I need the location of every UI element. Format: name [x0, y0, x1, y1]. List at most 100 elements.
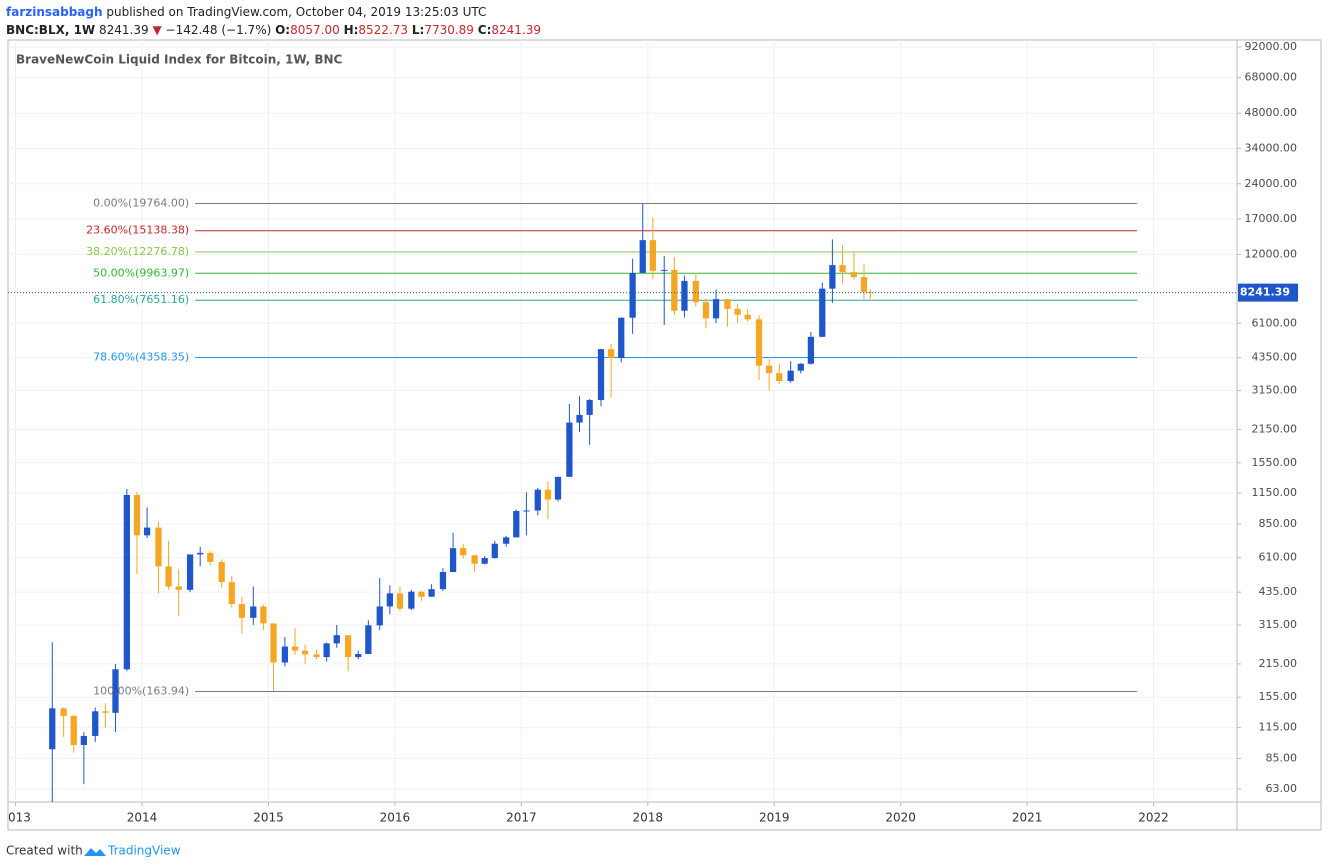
h-value: 8522.73	[358, 23, 408, 37]
candle-body	[186, 554, 194, 590]
candle-body	[544, 489, 552, 500]
candle-body	[396, 593, 404, 609]
created-with: Created with	[6, 844, 83, 858]
y-tick-label: 24000.00	[1245, 177, 1298, 190]
candle-body	[218, 561, 225, 583]
candle-body	[776, 373, 783, 381]
candle-body	[365, 625, 372, 654]
candle-body	[702, 302, 710, 319]
candle-body	[197, 552, 204, 555]
candle-body	[165, 566, 172, 587]
o-value: 8057.00	[290, 23, 340, 37]
fib-label: 61.80%(7651.16)	[93, 293, 189, 306]
fib-label: 100.00%(163.94)	[93, 685, 189, 698]
candle-body	[671, 269, 678, 311]
y-tick-label: 115.00	[1259, 721, 1298, 734]
candle-body	[281, 646, 289, 663]
candle-body	[60, 708, 67, 716]
change: −142.48 (−1.7%)	[166, 23, 272, 37]
y-tick-label: 1550.00	[1252, 456, 1298, 469]
y-tick-label: 63.00	[1266, 782, 1298, 795]
brand[interactable]: TradingView	[107, 844, 181, 858]
candle-body	[576, 414, 583, 423]
c-label: C:	[478, 23, 492, 37]
candle-body	[744, 314, 751, 320]
y-tick-label: 610.00	[1259, 551, 1298, 564]
candle-body	[819, 288, 826, 337]
candle-body	[291, 646, 299, 651]
y-tick-label: 155.00	[1259, 690, 1298, 703]
candle-body	[787, 370, 794, 381]
candle-body	[355, 653, 362, 658]
candle-body	[867, 291, 874, 293]
published: published on TradingView.com, October 04…	[106, 5, 486, 19]
y-tick-label: 215.00	[1259, 657, 1298, 670]
symbol-line: BNC:BLX, 1W 8241.39 ▼ −142.48 (−1.7%) O:…	[6, 23, 541, 37]
candle-body	[712, 299, 720, 319]
candle-body	[766, 365, 773, 374]
candle-body	[797, 363, 804, 371]
c-value: 8241.39	[491, 23, 541, 37]
y-tick-label: 92000.00	[1245, 40, 1298, 53]
candle-body	[807, 336, 815, 364]
candle-body	[376, 606, 383, 626]
candle-body	[661, 269, 668, 271]
candle-body	[449, 548, 457, 573]
candle-body	[554, 476, 562, 500]
candle-body	[102, 711, 109, 713]
x-tick-label: 2016	[380, 811, 411, 825]
candle-body	[513, 511, 520, 538]
y-tick-label: 4350.00	[1252, 351, 1298, 364]
o-label: O:	[275, 23, 290, 37]
candle-body	[566, 422, 573, 477]
candle-body	[123, 494, 130, 670]
candle-body	[639, 240, 646, 273]
x-tick-label: 2018	[633, 811, 664, 825]
candle-body	[112, 669, 119, 713]
change-arrow: ▼	[152, 23, 162, 37]
fib-label: 0.00%(19764.00)	[93, 197, 189, 210]
y-tick-label: 6100.00	[1252, 316, 1298, 329]
candle-body	[333, 635, 340, 644]
candle-body	[175, 586, 182, 590]
candle-body	[323, 643, 330, 658]
candle-body	[386, 593, 393, 607]
x-tick-label: 2014	[127, 811, 158, 825]
candle-body	[92, 711, 99, 736]
candle-body	[829, 265, 836, 289]
author[interactable]: farzinsabbagh	[6, 5, 103, 19]
x-tick-label: 2015	[253, 811, 284, 825]
candle-body	[143, 527, 151, 536]
x-tick-label: 2022	[1138, 811, 1169, 825]
price: 8241.39	[99, 23, 149, 37]
fib-label: 50.00%(9963.97)	[93, 266, 189, 279]
chart-title: BraveNewCoin Liquid Index for Bitcoin, 1…	[16, 53, 343, 67]
y-tick-label: 34000.00	[1245, 141, 1298, 154]
candle-body	[155, 527, 162, 567]
candle-body	[439, 572, 447, 590]
candle-body	[70, 715, 77, 745]
candle-body	[260, 606, 267, 624]
x-tick-label: 2017	[506, 811, 537, 825]
candle-body	[597, 349, 605, 401]
fib-label: 23.60%(15138.38)	[86, 224, 189, 237]
candle-body	[344, 635, 352, 658]
candle-body	[49, 708, 56, 750]
candle-body	[270, 623, 277, 663]
candle-body	[734, 308, 741, 315]
y-tick-label: 85.00	[1266, 751, 1298, 764]
h-label: H:	[344, 23, 359, 37]
y-tick-label: 48000.00	[1245, 106, 1298, 119]
candle-body	[755, 319, 763, 366]
candle-body	[238, 604, 246, 618]
candle-body	[460, 548, 467, 556]
candle-body	[228, 582, 235, 605]
candle-body	[428, 589, 435, 597]
candle-body	[534, 489, 541, 511]
fib-label: 38.20%(12276.78)	[86, 245, 189, 258]
candle-body	[523, 510, 530, 512]
x-tick-label: 2013	[0, 811, 31, 825]
y-tick-label: 1150.00	[1252, 486, 1298, 499]
